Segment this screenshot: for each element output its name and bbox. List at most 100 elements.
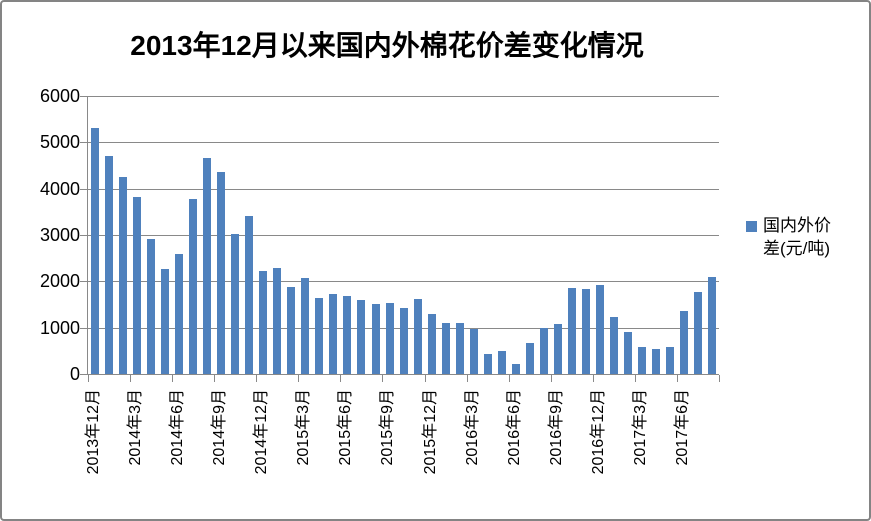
plot-area: [80, 96, 720, 382]
x-axis-label: 2013年12月: [85, 389, 102, 475]
bar: [287, 287, 296, 374]
bar: [539, 328, 548, 374]
bar: [385, 303, 394, 374]
x-axis-tick: [719, 375, 720, 382]
y-axis-tick: [80, 189, 88, 190]
y-axis-tick: [80, 281, 88, 282]
x-axis-label: 2015年3月: [295, 389, 312, 466]
x-axis-tick: [382, 375, 383, 382]
gridline: [88, 281, 719, 282]
bar: [595, 285, 604, 374]
gridline: [88, 235, 719, 236]
x-axis-label: 2016年3月: [464, 389, 481, 466]
bar: [175, 254, 184, 374]
x-axis-tick: [593, 375, 594, 382]
x-axis-tick: [509, 375, 510, 382]
y-axis-label: 2000: [39, 271, 80, 291]
x-axis-label: 2017年3月: [632, 389, 649, 466]
y-axis-label: 0: [69, 364, 80, 384]
bar: [357, 300, 366, 374]
y-axis-tick: [80, 96, 88, 97]
legend-label: 国内外价差(元/吨): [763, 216, 831, 258]
bar: [525, 343, 534, 374]
x-axis-tick: [88, 375, 89, 382]
y-axis-tick: [80, 328, 88, 329]
x-axis-label: 2017年6月: [674, 389, 691, 466]
x-axis-tick: [130, 375, 131, 382]
x-axis-tick: [635, 375, 636, 382]
bar: [511, 364, 520, 374]
x-axis-label: 2015年12月: [422, 389, 439, 475]
bar: [427, 314, 436, 374]
bar: [708, 277, 716, 374]
bar: [343, 296, 352, 374]
gridline: [88, 142, 719, 143]
x-axis-tick: [551, 375, 552, 382]
bar: [483, 354, 492, 374]
bar: [469, 329, 478, 374]
chart-title: 2013年12月以来国内外棉花价差变化情况: [130, 30, 644, 61]
bar: [637, 347, 646, 374]
x-axis-tick: [298, 375, 299, 382]
y-axis-label: 6000: [39, 86, 80, 106]
y-axis-label: 3000: [39, 225, 80, 245]
gridline: [88, 96, 719, 97]
legend: 国内外价差(元/吨): [746, 214, 845, 260]
bar: [133, 197, 142, 374]
y-axis-label: 4000: [39, 179, 80, 199]
y-axis-tick: [80, 235, 88, 236]
bar: [161, 269, 170, 374]
x-axis-tick: [214, 375, 215, 382]
bar: [694, 292, 702, 374]
x-axis-label: 2016年6月: [506, 389, 523, 466]
x-axis-label: 2014年6月: [169, 389, 186, 466]
x-axis-tick: [677, 375, 678, 382]
y-axis-tick: [80, 142, 88, 143]
x-axis-tick: [425, 375, 426, 382]
bar: [245, 216, 254, 374]
bar: [553, 324, 562, 374]
x-axis-label: 2014年12月: [253, 389, 270, 475]
bar: [119, 177, 128, 374]
bar: [203, 158, 212, 374]
bar: [231, 234, 240, 374]
bar: [441, 323, 450, 374]
y-axis-label: 5000: [39, 132, 80, 152]
bar: [609, 317, 618, 374]
bar: [413, 299, 422, 374]
bar: [399, 308, 408, 374]
bar: [679, 311, 688, 374]
bar: [497, 351, 506, 374]
y-axis-label: 1000: [39, 318, 80, 338]
x-axis-tick: [340, 375, 341, 382]
x-axis-tick: [467, 375, 468, 382]
bar: [315, 298, 324, 374]
bar: [567, 288, 576, 374]
legend-swatch-icon: [746, 221, 757, 232]
x-axis-tick: [172, 375, 173, 382]
x-axis-label: 2014年3月: [127, 389, 144, 466]
y-axis-tick: [80, 374, 88, 375]
bar: [651, 349, 660, 374]
bar: [581, 289, 590, 374]
x-axis-label: 2016年12月: [590, 389, 607, 475]
bar: [301, 278, 310, 374]
gridline: [88, 189, 719, 190]
bar: [371, 304, 380, 374]
bar: [147, 239, 156, 374]
bar: [273, 268, 282, 374]
bar: [329, 294, 338, 374]
x-axis-label: 2014年9月: [211, 389, 228, 466]
bar: [217, 172, 226, 374]
x-axis-label: 2015年6月: [337, 389, 354, 466]
bar: [259, 271, 268, 374]
bar: [665, 347, 674, 374]
x-axis-label: 2015年9月: [379, 389, 396, 466]
bar: [623, 332, 632, 374]
x-axis-label: 2016年9月: [548, 389, 565, 466]
bar: [91, 128, 99, 374]
bar: [105, 156, 113, 374]
bar: [189, 199, 198, 374]
x-axis-tick: [256, 375, 257, 382]
